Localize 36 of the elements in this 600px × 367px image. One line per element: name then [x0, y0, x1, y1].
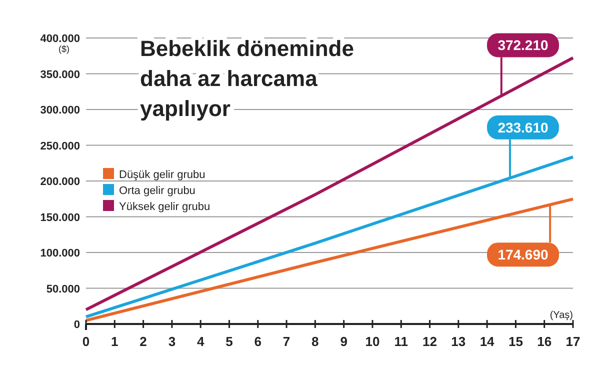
x-tick-label: 15 — [508, 334, 523, 349]
annotation: 233.610 — [498, 119, 549, 136]
x-tick-label: 17 — [566, 334, 580, 349]
legend-label: Orta gelir grubu — [119, 185, 196, 197]
legend-label: Düşük gelir grubu — [119, 169, 206, 181]
y-tick-label: 350.000 — [40, 68, 80, 81]
y-tick-label: 200.000 — [40, 176, 80, 188]
x-tick-label: 6 — [254, 334, 262, 349]
x-tick-label: 13 — [451, 334, 466, 349]
y-tick-label: 50.000 — [46, 283, 80, 296]
x-tick-label: 7 — [282, 334, 290, 349]
y-axis-title: ($) — [58, 44, 70, 54]
x-tick-label: 11 — [394, 334, 408, 349]
x-tick-label: 4 — [196, 334, 205, 349]
x-tick-label: 14 — [480, 334, 496, 349]
y-tick-label: 0 — [74, 319, 80, 331]
annotation: 372.210 — [498, 37, 549, 54]
annotation: 174.690 — [498, 246, 549, 263]
x-tick-label: 1 — [111, 334, 118, 349]
x-tick-label: 2 — [140, 334, 147, 349]
y-tick-label: 400.000 — [40, 33, 80, 45]
x-tick-label: 9 — [340, 334, 348, 349]
x-tick-label: 12 — [422, 334, 437, 349]
text: Bebeklik döneminde daha az harcama yapılıyor — [140, 36, 354, 121]
x-tick-label: 3 — [168, 334, 176, 349]
y-tick-label: 150.000 — [40, 212, 80, 224]
x-tick-label: 8 — [312, 334, 319, 349]
x-tick-label: 5 — [226, 334, 233, 349]
y-tick-label: 300.000 — [40, 104, 80, 116]
y-tick-label: 100.000 — [40, 248, 80, 260]
x-tick-label: 0 — [82, 334, 90, 349]
x-tick-label: 10 — [365, 334, 380, 349]
x-tick-label: 16 — [537, 334, 552, 349]
y-tick-label: 250.000 — [40, 140, 80, 152]
x-axis-title: (Yaş) — [550, 310, 573, 321]
legend-label: Yüksek gelir grubu — [119, 201, 210, 213]
